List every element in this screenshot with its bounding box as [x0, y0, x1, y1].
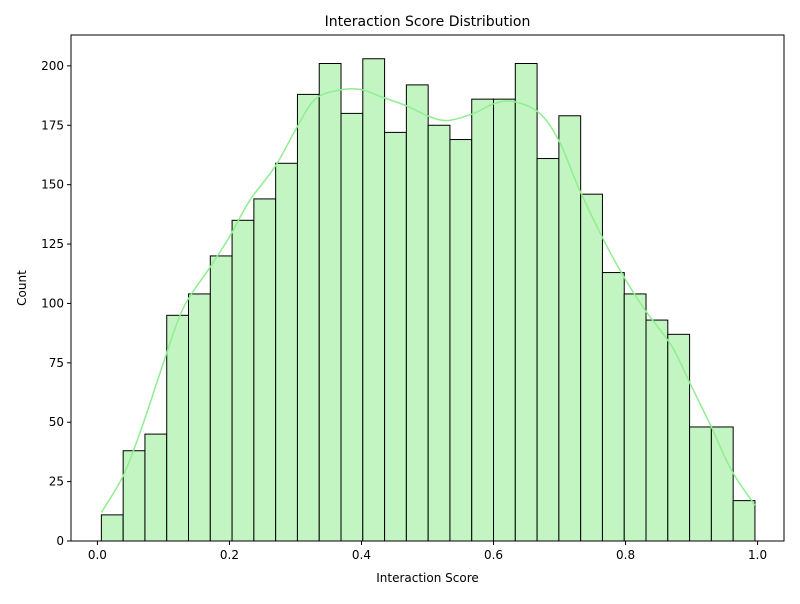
histogram-bar — [601, 272, 625, 542]
chart-title: Interaction Score Distribution — [325, 14, 531, 30]
y-tick-label: 100 — [41, 296, 64, 310]
histogram-bar — [732, 500, 756, 542]
histogram-bar — [514, 63, 538, 542]
histogram-bar — [580, 193, 603, 542]
bars-group — [100, 58, 756, 542]
x-tick-label: 0.8 — [616, 548, 635, 562]
histogram-bar — [427, 124, 451, 542]
histogram-bar — [536, 158, 560, 542]
histogram-bar — [100, 514, 124, 542]
plot-frame — [70, 34, 785, 542]
histogram-bar — [667, 333, 691, 542]
histogram-bar — [645, 319, 669, 542]
histogram-bar — [275, 162, 298, 542]
histogram-bar — [122, 450, 146, 542]
y-tick-label: 75 — [49, 356, 64, 370]
histogram-bar — [558, 115, 582, 542]
histogram-bar — [253, 198, 277, 542]
x-axis-ticks: 0.0 0.2 0.4 0.6 0.8 1.0 — [88, 541, 767, 562]
y-tick-label: 25 — [49, 475, 64, 489]
y-axis-ticks: 0 25 50 75 100 125 150 175 200 — [41, 59, 71, 548]
histogram-bar — [340, 112, 364, 542]
histogram-bar — [166, 314, 190, 542]
histogram-bar — [188, 293, 211, 542]
y-tick-label: 150 — [41, 178, 64, 192]
histogram-bar — [493, 98, 516, 542]
histogram-bar — [231, 219, 255, 542]
x-tick-label: 1.0 — [748, 548, 767, 562]
x-tick-label: 0.0 — [88, 548, 107, 562]
histogram-bar — [318, 63, 342, 542]
x-axis-label: Interaction Score — [376, 571, 479, 585]
x-tick-label: 0.6 — [484, 548, 503, 562]
histogram-bar — [362, 58, 386, 542]
y-axis-label: Count — [15, 270, 29, 306]
histogram-bar — [710, 426, 734, 542]
histogram-bar — [144, 433, 168, 542]
histogram-bar — [296, 93, 320, 542]
x-tick-label: 0.4 — [352, 548, 371, 562]
y-tick-label: 200 — [41, 59, 64, 73]
y-tick-label: 175 — [41, 118, 64, 132]
histogram-bar — [449, 139, 473, 542]
histogram-bar — [209, 255, 233, 542]
histogram-bar — [689, 426, 712, 542]
histogram-bar — [623, 293, 647, 542]
y-tick-label: 50 — [49, 415, 64, 429]
y-tick-label: 125 — [41, 237, 64, 251]
y-tick-label: 0 — [56, 534, 64, 548]
x-tick-label: 0.2 — [220, 548, 239, 562]
histogram-bar — [384, 131, 407, 542]
kde-curve — [100, 87, 756, 513]
histogram-bar — [471, 98, 495, 542]
histogram-bar — [405, 84, 429, 542]
